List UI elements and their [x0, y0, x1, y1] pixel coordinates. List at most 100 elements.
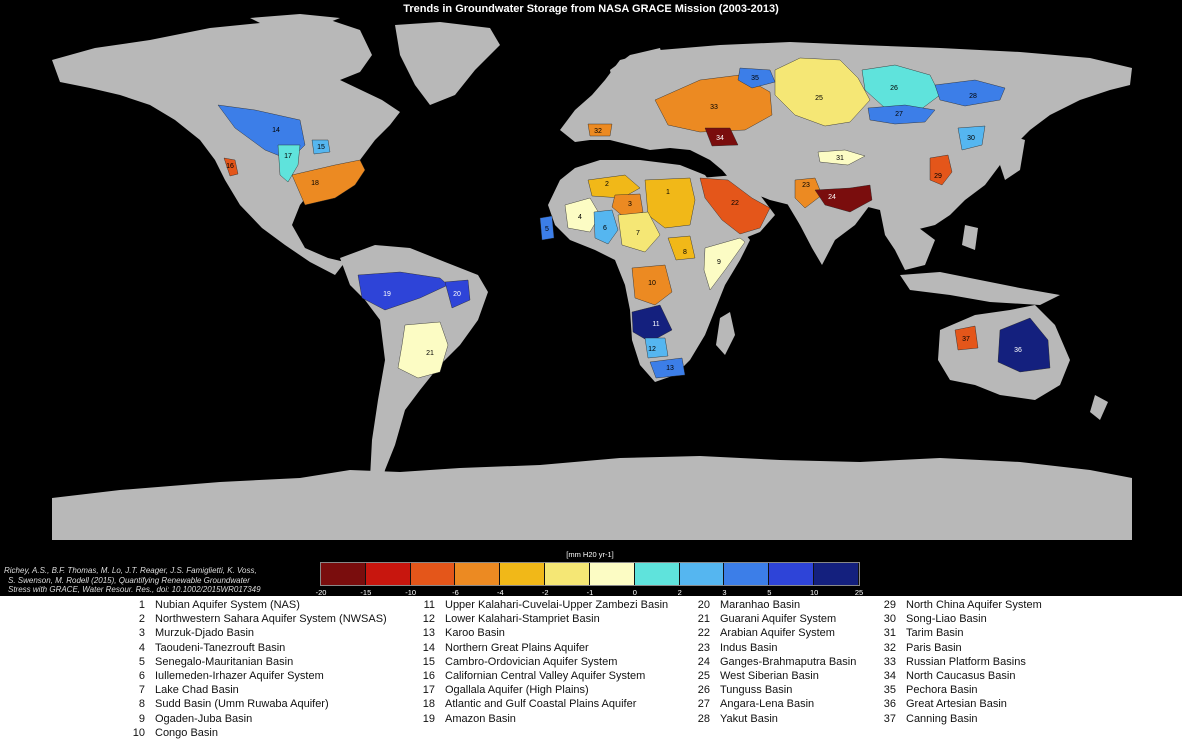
- aquifer-label-16: 16: [226, 163, 234, 170]
- legend-item-name: Maranhao Basin: [720, 599, 801, 611]
- aquifer-32-region: [587, 123, 613, 137]
- aquifer-label-33: 33: [710, 104, 718, 111]
- colorbar-tick-label: -4: [496, 588, 504, 597]
- aquifer-13-region: [649, 357, 686, 379]
- aquifer-label-15: 15: [317, 144, 325, 151]
- aquifer-17-region: [277, 144, 301, 183]
- legend-item: 37 Canning Basin: [876, 713, 978, 725]
- aquifer-label-11: 11: [652, 321, 659, 328]
- citation-line-3: Stress with GRACE, Water Resour. Res., d…: [8, 585, 261, 594]
- land-new-zealand: [1090, 395, 1108, 420]
- legend-item: 6 Iullemeden-Irhazer Aquifer System: [125, 670, 324, 682]
- aquifer-label-36: 36: [1014, 347, 1022, 354]
- aquifer-label-2: 2: [605, 181, 609, 188]
- aquifer-21-region: [397, 321, 449, 379]
- legend-item: 21 Guarani Aquifer System: [690, 613, 836, 625]
- legend-item-number: 31: [883, 627, 896, 640]
- aquifer-label-6: 6: [603, 225, 607, 232]
- aquifer-25-region: [774, 57, 871, 127]
- colorbar: [320, 562, 860, 586]
- aquifer-label-12: 12: [648, 346, 656, 353]
- legend-item-number: 36: [883, 698, 896, 711]
- aquifer-label-18: 18: [311, 180, 319, 187]
- colorbar-tick-label: 5: [767, 588, 772, 597]
- colorbar-tick-label: -10: [405, 588, 417, 597]
- colorbar-unit-label: [mm H20 yr-1]: [566, 550, 614, 559]
- legend-item-number: 37: [883, 712, 896, 725]
- legend-item-name: Paris Basin: [906, 641, 962, 654]
- legend-item-name: Senegalo-Mauritanian Basin: [155, 655, 294, 668]
- aquifer-label-23: 23: [802, 182, 810, 189]
- colorbar-segment: [545, 563, 590, 585]
- aquifer-label-10: 10: [648, 280, 656, 287]
- legend-item-number: 18: [422, 698, 435, 711]
- legend-item-number: 29: [883, 599, 896, 611]
- legend-item-name: Great Artesian Basin: [906, 698, 1007, 711]
- land-britain: [578, 100, 596, 125]
- legend-item-number: 28: [697, 712, 710, 725]
- legend-item: 3 Murzuk-Djado Basin: [125, 627, 254, 639]
- aquifer-9-region: [703, 237, 746, 291]
- legend-item-name: Indus Basin: [720, 641, 778, 654]
- aquifer-11-region: [631, 304, 673, 343]
- aquifer-label-29: 29: [934, 173, 942, 180]
- legend-item-number: 7: [138, 684, 145, 697]
- legend-item-name: Murzuk-Djado Basin: [155, 627, 255, 640]
- legend-item: 18 Atlantic and Gulf Coastal Plains Aquif…: [415, 698, 637, 711]
- land-japan: [1000, 135, 1025, 180]
- aquifer-label-7: 7: [636, 230, 640, 237]
- legend-item-name: Arabian Aquifer System: [720, 627, 835, 640]
- legend-item-number: 22: [697, 627, 710, 640]
- legend-item: 28 Yakut Basin: [690, 713, 778, 725]
- legend-item: 1 Nubian Aquifer System (NAS): [125, 599, 300, 611]
- land-north-america: [52, 20, 400, 275]
- legend-item-number: 19: [422, 712, 435, 725]
- colorbar-segment: [321, 563, 366, 585]
- colorbar-tick-label: -20: [315, 588, 327, 597]
- aquifer-label-34: 34: [716, 135, 724, 142]
- aquifer-label-27: 27: [895, 111, 903, 118]
- legend-item-name: Atlantic and Gulf Coastal Plains Aquifer: [445, 698, 637, 711]
- aquifer-7-region: [617, 211, 661, 253]
- legend-item-name: Song-Liao Basin: [906, 613, 987, 626]
- colorbar-segment: [724, 563, 770, 585]
- legend-item: 5 Senegalo-Mauritanian Basin: [125, 656, 293, 668]
- aquifer-label-35: 35: [751, 75, 759, 82]
- colorbar-segment: [500, 563, 546, 585]
- legend-item-name: Amazon Basin: [445, 712, 516, 725]
- legend-item-name: Pechora Basin: [906, 684, 978, 697]
- legend-item-number: 10: [132, 726, 145, 739]
- aquifer-label-13: 13: [666, 365, 674, 372]
- legend-item: 14 Northern Great Plains Aquifer: [415, 642, 589, 654]
- legend-item: 19 Amazon Basin: [415, 713, 516, 725]
- legend-item-name: Lower Kalahari-Stampriet Basin: [445, 613, 600, 626]
- aquifer-26-region: [861, 64, 941, 111]
- legend-item: 4 Taoudeni-Tanezrouft Basin: [125, 642, 285, 654]
- legend-item-number: 14: [422, 641, 435, 654]
- legend-item: 17 Ogallala Aquifer (High Plains): [415, 684, 589, 696]
- legend-item-name: Yakut Basin: [720, 712, 778, 725]
- legend-item-name: Karoo Basin: [445, 627, 505, 640]
- legend-item-name: Ogaden-Juba Basin: [155, 712, 253, 725]
- legend-item: 26 Tunguss Basin: [690, 684, 793, 696]
- legend-item-number: 34: [883, 670, 896, 682]
- legend-item: 8 Sudd Basin (Umm Ruwaba Aquifer): [125, 698, 329, 710]
- land-arctic-islands: [250, 14, 340, 28]
- legend-item-name: Nubian Aquifer System (NAS): [155, 599, 300, 611]
- legend-item-name: Lake Chad Basin: [155, 684, 239, 697]
- legend-item-number: 35: [883, 684, 896, 697]
- legend-item-number: 32: [883, 641, 896, 654]
- legend-item-name: Sudd Basin (Umm Ruwaba Aquifer): [155, 698, 329, 711]
- colorbar-tick-label: 3: [722, 588, 727, 597]
- land-antarctica: [52, 456, 1132, 540]
- legend-item-name: Taoudeni-Tanezrouft Basin: [155, 641, 286, 654]
- legend-item-number: 30: [883, 613, 896, 626]
- aquifer-label-31: 31: [836, 155, 844, 162]
- colorbar-tick-label: -2: [541, 588, 549, 597]
- aquifer-label-9: 9: [717, 259, 721, 266]
- aquifer-2-region: [587, 174, 641, 199]
- land-philippines: [962, 225, 978, 250]
- legend-item: 27 Angara-Lena Basin: [690, 698, 814, 710]
- legend-item: 9 Ogaden-Juba Basin: [125, 713, 252, 725]
- legend-item-number: 5: [138, 655, 145, 668]
